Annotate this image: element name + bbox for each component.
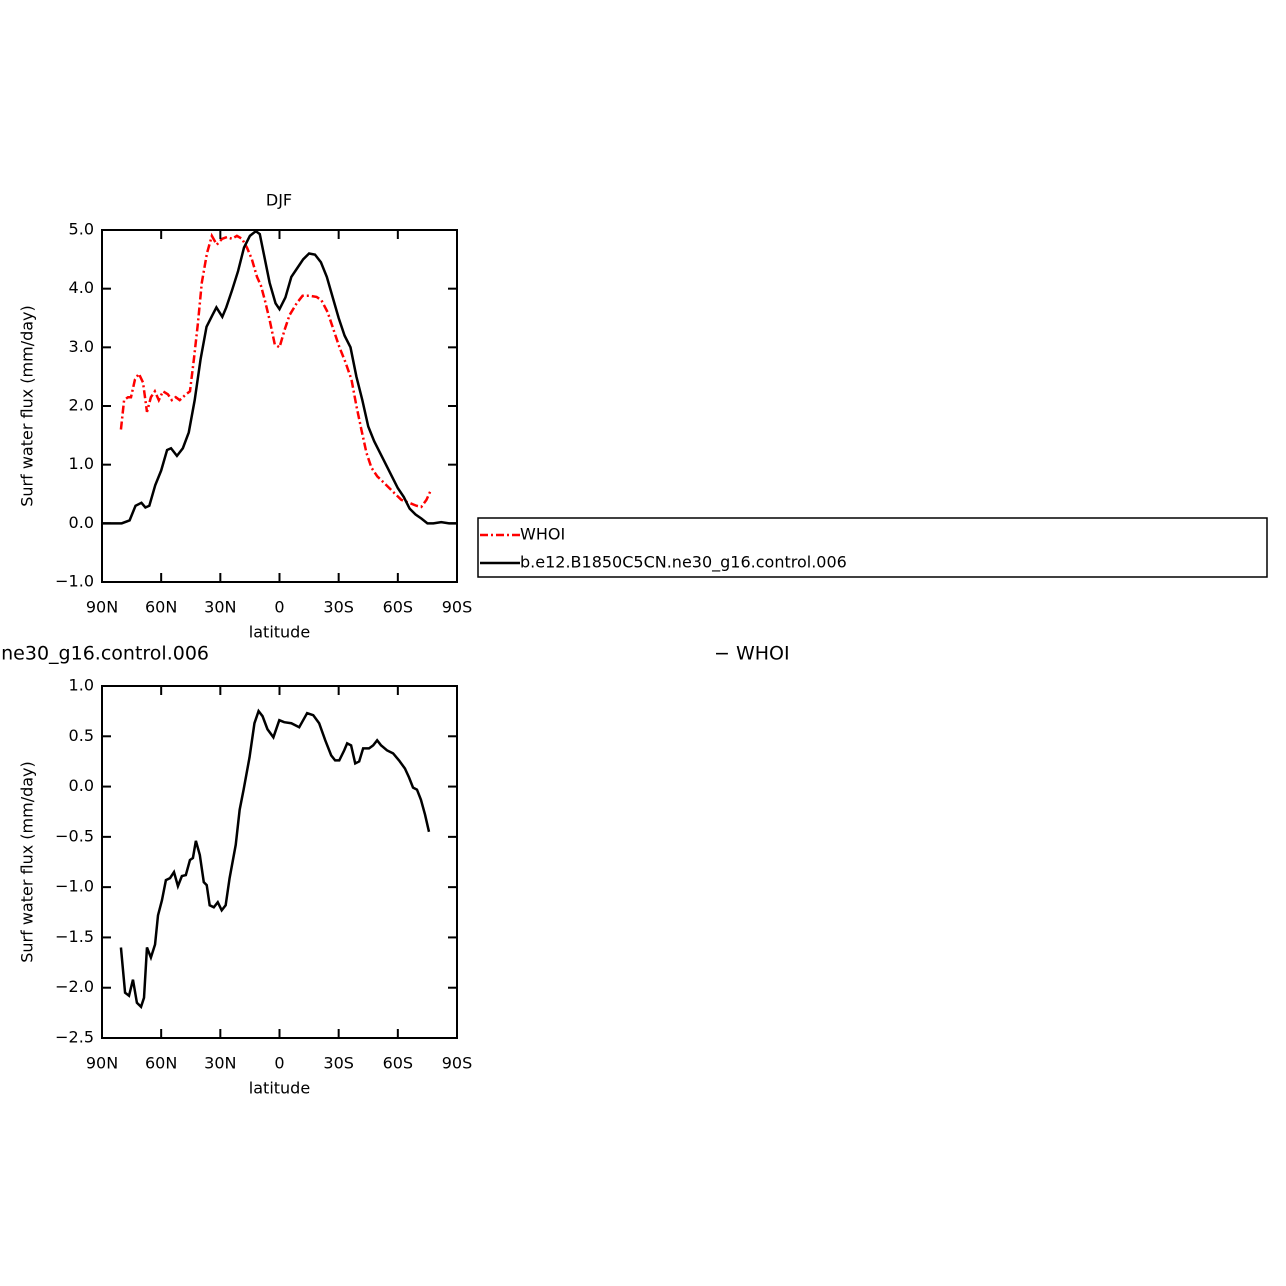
x-axis-label: latitude bbox=[249, 623, 310, 642]
panel-left-string: b.e12.B1850C5CN.ne30_g16.control.006 bbox=[0, 643, 209, 665]
y-tick-label: −1.5 bbox=[55, 927, 94, 946]
panel-title: DJF bbox=[266, 191, 292, 210]
y-tick-label: 0.0 bbox=[69, 513, 94, 532]
y-axis-label: Surf water flux (mm/day) bbox=[18, 305, 37, 507]
x-tick-label: 90S bbox=[442, 598, 473, 617]
y-tick-label: 3.0 bbox=[69, 337, 94, 356]
legend-box bbox=[477, 517, 1268, 578]
x-tick-label: 60N bbox=[145, 1054, 177, 1073]
y-tick-label: −0.5 bbox=[55, 826, 94, 845]
plot-frame bbox=[101, 229, 458, 583]
x-tick-label: 30S bbox=[323, 1054, 354, 1073]
y-tick-label: 2.0 bbox=[69, 396, 94, 415]
data-line bbox=[119, 708, 431, 1010]
x-tick-label: 90S bbox=[442, 1054, 473, 1073]
y-axis-label: Surf water flux (mm/day) bbox=[18, 761, 37, 963]
x-tick-label: 60N bbox=[145, 598, 177, 617]
legend-label: WHOI bbox=[520, 525, 565, 544]
y-tick-label: 4.0 bbox=[69, 278, 94, 297]
y-tick-label: 1.0 bbox=[69, 454, 94, 473]
panel-right-string: − WHOI bbox=[714, 643, 790, 665]
y-tick-label: 5.0 bbox=[69, 220, 94, 239]
legend-label: b.e12.B1850C5CN.ne30_g16.control.006 bbox=[520, 553, 847, 573]
data-line bbox=[119, 232, 433, 509]
y-tick-label: −1.0 bbox=[55, 877, 94, 896]
x-axis-label: latitude bbox=[249, 1079, 310, 1098]
x-tick-label: 0 bbox=[274, 1054, 284, 1073]
x-tick-label: 60S bbox=[383, 1054, 414, 1073]
x-tick-label: 30N bbox=[204, 598, 236, 617]
y-tick-label: 0.5 bbox=[69, 726, 94, 745]
x-tick-label: 90N bbox=[86, 598, 118, 617]
x-tick-label: 30S bbox=[323, 598, 354, 617]
x-tick-label: 90N bbox=[86, 1054, 118, 1073]
x-tick-label: 0 bbox=[274, 598, 284, 617]
y-tick-label: 1.0 bbox=[69, 676, 94, 695]
y-tick-label: −2.0 bbox=[55, 977, 94, 996]
y-tick-label: 0.0 bbox=[69, 776, 94, 795]
data-line bbox=[102, 229, 457, 525]
y-tick-label: −2.5 bbox=[55, 1028, 94, 1047]
x-tick-label: 60S bbox=[383, 598, 414, 617]
x-tick-label: 30N bbox=[204, 1054, 236, 1073]
plot-frame bbox=[101, 685, 458, 1039]
y-tick-label: −1.0 bbox=[55, 572, 94, 591]
